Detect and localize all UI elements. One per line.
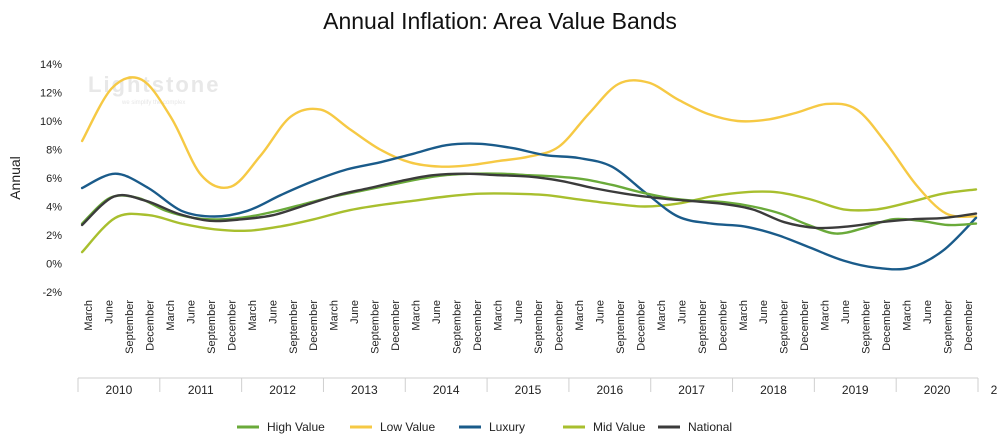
x-tick-label: March: [329, 300, 341, 331]
watermark-text: Lightstone: [88, 72, 220, 97]
x-tick-label: September: [615, 300, 627, 354]
x-tick-label: June: [186, 300, 198, 324]
x-tick-label: June: [431, 300, 443, 324]
x-tick-label: March: [901, 300, 913, 331]
series-line-low-value: [80, 76, 978, 219]
watermark-tagline: we simplify the complex: [121, 100, 185, 106]
year-label: 2013: [351, 383, 378, 397]
y-axis-label: Annual: [7, 156, 23, 200]
series-line-high-value: [80, 172, 978, 235]
year-label: 2012: [269, 383, 296, 397]
x-tick-label: June: [267, 300, 279, 324]
x-tick-label: December: [963, 300, 975, 351]
legend-label: National: [688, 420, 732, 434]
x-tick-label: September: [533, 300, 545, 354]
x-tick-label: December: [308, 300, 320, 351]
x-tick-label: March: [165, 300, 177, 331]
x-tick-label: December: [145, 300, 157, 351]
chart-title: Annual Inflation: Area Value Bands: [323, 8, 677, 34]
year-label: 2015: [515, 383, 542, 397]
year-label: 2011: [188, 383, 214, 397]
year-label: 2016: [596, 383, 623, 397]
x-tick-label: December: [881, 300, 893, 351]
year-label: 2: [991, 383, 998, 397]
y-axis: -2% 0% 2% 4% 6% 8% 10% 12% 14%: [40, 59, 62, 299]
y-tick-label: 8%: [46, 145, 62, 157]
x-tick-label: March: [738, 300, 750, 331]
x-tick-label: December: [390, 300, 402, 351]
x-tick-label: March: [574, 300, 586, 331]
y-tick-label: -2%: [42, 287, 62, 299]
x-tick-label: September: [861, 300, 873, 354]
x-axis: March June September December March June Septe…: [77, 300, 998, 397]
legend-item: High Value: [237, 420, 325, 434]
y-tick-label: 12%: [40, 88, 62, 100]
y-tick-label: 0%: [46, 259, 62, 271]
legend: High Value Low Value Luxury Mid Value Nation…: [237, 420, 732, 434]
legend-item: National: [658, 420, 732, 434]
x-tick-label: September: [779, 300, 791, 354]
legend-item: Mid Value: [563, 420, 646, 434]
x-tick-label: September: [288, 300, 300, 354]
x-tick-label: June: [349, 300, 361, 324]
x-tick-label: March: [656, 300, 668, 331]
y-tick-label: 10%: [40, 116, 62, 128]
year-label: 2010: [106, 383, 133, 397]
x-tick-label: June: [104, 300, 116, 324]
legend-label: Luxury: [489, 420, 525, 434]
series-line-national: [80, 172, 978, 230]
series-line-mid-value: [80, 188, 978, 254]
legend-label: Mid Value: [593, 420, 646, 434]
x-tick-label: September: [697, 300, 709, 354]
year-label: 2017: [678, 383, 705, 397]
x-tick-label: March: [492, 300, 504, 331]
y-tick-label: 6%: [46, 173, 62, 185]
y-tick-label: 14%: [40, 59, 62, 71]
x-tick-label: September: [206, 300, 218, 354]
legend-label: Low Value: [380, 420, 435, 434]
legend-item: Luxury: [459, 420, 525, 434]
x-tick-label: September: [370, 300, 382, 354]
y-tick-label: 2%: [46, 230, 62, 242]
x-tick-label: March: [247, 300, 259, 331]
year-label: 2018: [760, 383, 787, 397]
x-tick-label: December: [472, 300, 484, 351]
year-label: 2020: [924, 383, 951, 397]
watermark-logo: Lightstone we simplify the complex: [88, 72, 220, 106]
x-tick-label: March: [820, 300, 832, 331]
x-tick-label: December: [636, 300, 648, 351]
x-tick-label: June: [595, 300, 607, 324]
x-tick-label: September: [124, 300, 136, 354]
x-tick-label: March: [83, 300, 95, 331]
legend-item: Low Value: [350, 420, 435, 434]
x-tick-label: March: [411, 300, 423, 331]
x-tick-label: June: [513, 300, 525, 324]
x-tick-label: June: [676, 300, 688, 324]
x-tick-label: December: [717, 300, 729, 351]
x-tick-label: December: [226, 300, 238, 351]
x-tick-label: December: [799, 300, 811, 351]
legend-label: High Value: [267, 420, 325, 434]
year-label: 2014: [433, 383, 460, 397]
y-tick-label: 4%: [46, 202, 62, 214]
series-line-luxury: [80, 142, 978, 271]
x-tick-label: September: [942, 300, 954, 354]
year-label: 2019: [842, 383, 869, 397]
x-tick-label: September: [451, 300, 463, 354]
x-tick-label: June: [758, 300, 770, 324]
x-tick-label: June: [840, 300, 852, 324]
series-lines: [80, 76, 978, 271]
x-tick-label: June: [922, 300, 934, 324]
x-tick-label: December: [554, 300, 566, 351]
